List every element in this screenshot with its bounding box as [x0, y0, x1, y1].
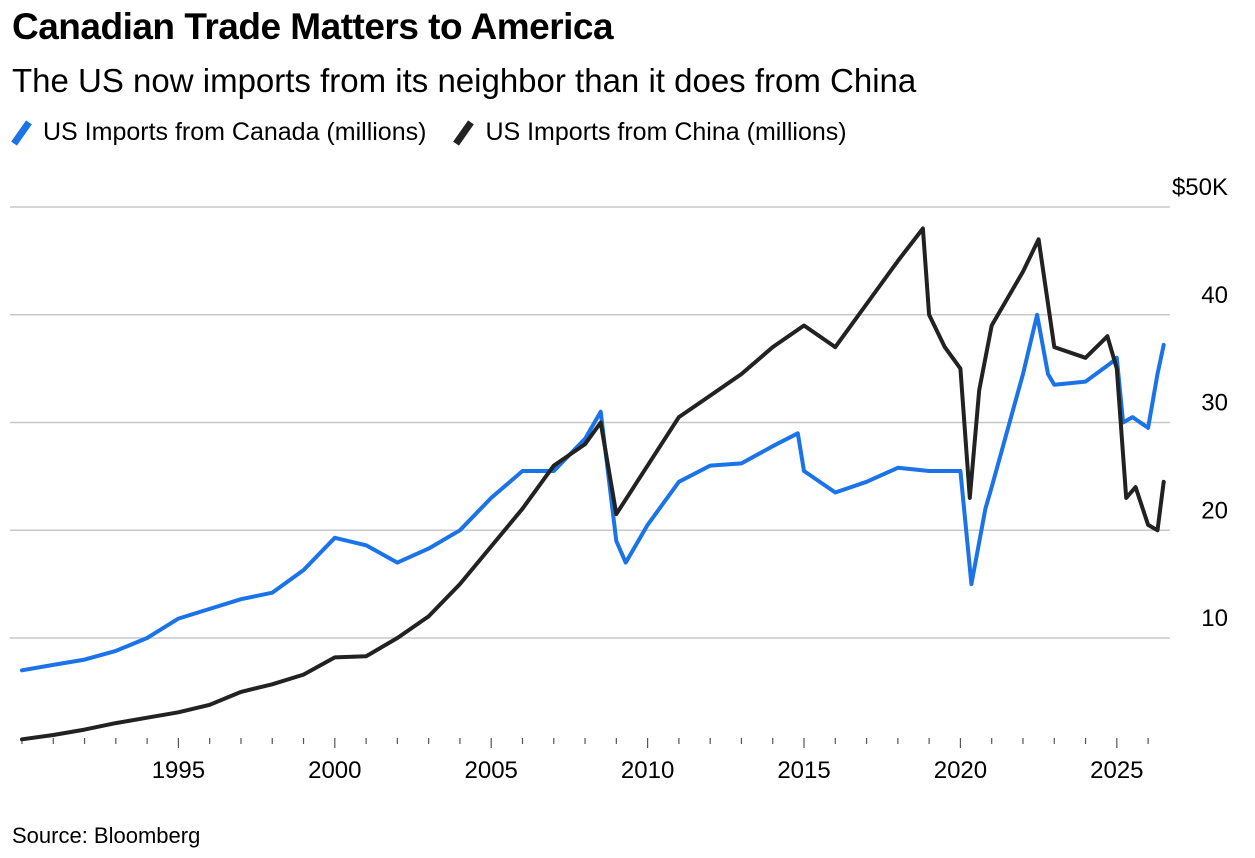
x-tick-label-4: 2015: [777, 757, 830, 784]
legend: US Imports from Canada (millions) US Imp…: [11, 118, 875, 147]
legend-swatch-china: [453, 119, 475, 146]
x-tick-label-6: 2025: [1090, 757, 1143, 784]
source-note: Source: Bloomberg: [12, 823, 201, 848]
x-tick-label-2: 2005: [465, 757, 518, 784]
series-line-china: [20, 226, 1166, 742]
y-tick-label-1: 40: [1201, 282, 1228, 309]
y-tick-label-2: 30: [1201, 390, 1228, 417]
legend-label-canada: US Imports from Canada (millions): [43, 118, 427, 146]
legend-label-china: US Imports from China (millions): [485, 118, 847, 146]
y-tick-label-4: 10: [1201, 605, 1228, 632]
x-tick-label-0: 1995: [152, 757, 205, 784]
x-tick-label-5: 2020: [934, 757, 987, 784]
chart-subtitle: The US now imports from its neighbor tha…: [12, 62, 917, 99]
legend-item-canada: US Imports from Canada (millions): [11, 118, 427, 147]
chart-title: Canadian Trade Matters to America: [12, 6, 614, 47]
x-tick-label-3: 2010: [621, 757, 674, 784]
legend-item-china: US Imports from China (millions): [453, 118, 847, 147]
y-tick-label-3: 20: [1201, 497, 1228, 524]
legend-swatch-canada: [11, 119, 32, 146]
y-tick-label-0: $50K: [1172, 174, 1228, 201]
x-tick-label-1: 2000: [308, 757, 361, 784]
series-line-canada: [20, 312, 1166, 673]
